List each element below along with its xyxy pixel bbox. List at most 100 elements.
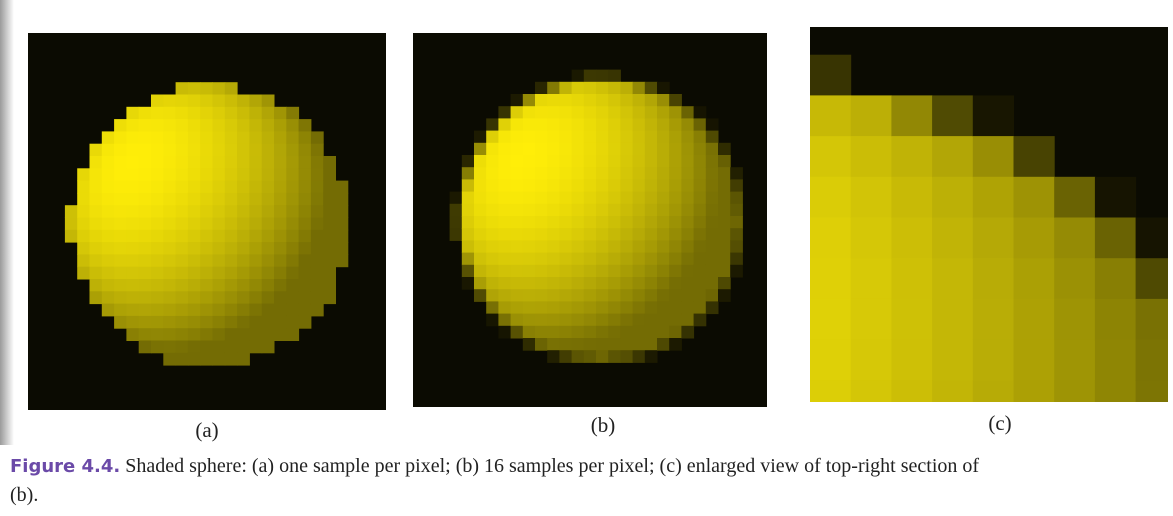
pixel — [498, 106, 512, 119]
pixel — [101, 291, 115, 305]
pixel — [101, 205, 115, 218]
pixel — [286, 217, 300, 231]
pixel — [583, 94, 597, 107]
pixel — [224, 106, 238, 120]
pixel — [644, 277, 658, 290]
pixel — [212, 156, 226, 169]
pixel — [175, 119, 189, 132]
pixel — [596, 240, 609, 254]
caption-number: Figure 4.4. — [10, 456, 121, 477]
pixel — [657, 191, 670, 205]
pixel — [187, 315, 201, 329]
pixel — [632, 228, 646, 241]
pixel — [486, 155, 499, 168]
pixel — [657, 106, 670, 119]
pixel — [571, 216, 585, 229]
pixel — [972, 136, 1014, 178]
pixel — [163, 328, 177, 341]
pixel — [187, 291, 201, 305]
pixel — [237, 205, 250, 218]
pixel — [486, 264, 499, 278]
pixel — [77, 242, 90, 255]
pixel — [547, 130, 560, 144]
pixel — [620, 130, 634, 144]
pixel — [972, 298, 1014, 341]
pixel — [249, 168, 263, 182]
pixel — [498, 155, 512, 168]
pixel — [310, 217, 324, 231]
pixel — [559, 252, 573, 266]
pixel — [632, 350, 646, 363]
pixel — [151, 143, 164, 157]
pixel — [571, 94, 585, 107]
pixel — [583, 264, 597, 278]
pixel — [596, 81, 609, 95]
pixel — [522, 106, 536, 119]
pixel — [212, 205, 226, 218]
pixel — [175, 94, 189, 108]
pixel — [810, 380, 852, 402]
pixel — [474, 191, 487, 205]
pixel — [187, 242, 201, 255]
pixel — [972, 380, 1014, 402]
pixel — [644, 142, 658, 156]
pixel — [620, 313, 634, 327]
pixel — [644, 289, 658, 302]
pixel — [298, 266, 312, 280]
pixel — [1094, 217, 1137, 259]
pixel — [693, 240, 707, 254]
pixel — [175, 156, 189, 169]
pixel — [323, 156, 336, 169]
pixel — [730, 252, 743, 266]
pixel — [620, 94, 634, 107]
pixel — [274, 328, 287, 341]
pixel — [286, 328, 300, 341]
pixel — [175, 315, 189, 329]
pixel — [224, 352, 238, 366]
pixel — [237, 119, 250, 132]
pixel — [64, 217, 78, 231]
pixel — [449, 191, 463, 205]
pixel — [705, 264, 719, 278]
pixel — [669, 289, 682, 302]
pixel — [571, 325, 585, 339]
pixel — [274, 229, 287, 243]
pixel — [510, 240, 524, 254]
pixel — [237, 242, 250, 255]
pixel — [669, 216, 682, 229]
pixel — [644, 350, 658, 363]
pixel — [224, 217, 238, 231]
pixel — [632, 191, 646, 205]
pixel — [657, 289, 670, 302]
pixel — [286, 315, 300, 329]
pixel — [620, 167, 634, 180]
pixel — [522, 252, 536, 266]
pixel — [644, 179, 658, 193]
pixel — [261, 328, 275, 341]
pixel — [932, 298, 974, 341]
pixel — [608, 252, 621, 266]
pixel — [644, 155, 658, 168]
pixel — [126, 266, 140, 280]
pixel — [89, 291, 103, 305]
pixel — [535, 81, 548, 95]
pixel — [522, 179, 536, 193]
pixel — [571, 240, 585, 254]
pixel — [89, 143, 103, 157]
pixel — [559, 167, 573, 180]
pixel — [200, 143, 213, 157]
pixel — [596, 289, 609, 302]
pixel — [200, 291, 213, 305]
pixel — [151, 266, 164, 280]
pixel — [535, 228, 548, 241]
pixel — [200, 229, 213, 243]
pixel — [632, 277, 646, 290]
pixel — [77, 254, 90, 268]
pixel — [891, 380, 933, 402]
pixel — [224, 82, 238, 95]
pixel — [644, 240, 658, 254]
pixel — [559, 203, 573, 217]
pixel — [571, 191, 585, 205]
pixel — [669, 240, 682, 254]
